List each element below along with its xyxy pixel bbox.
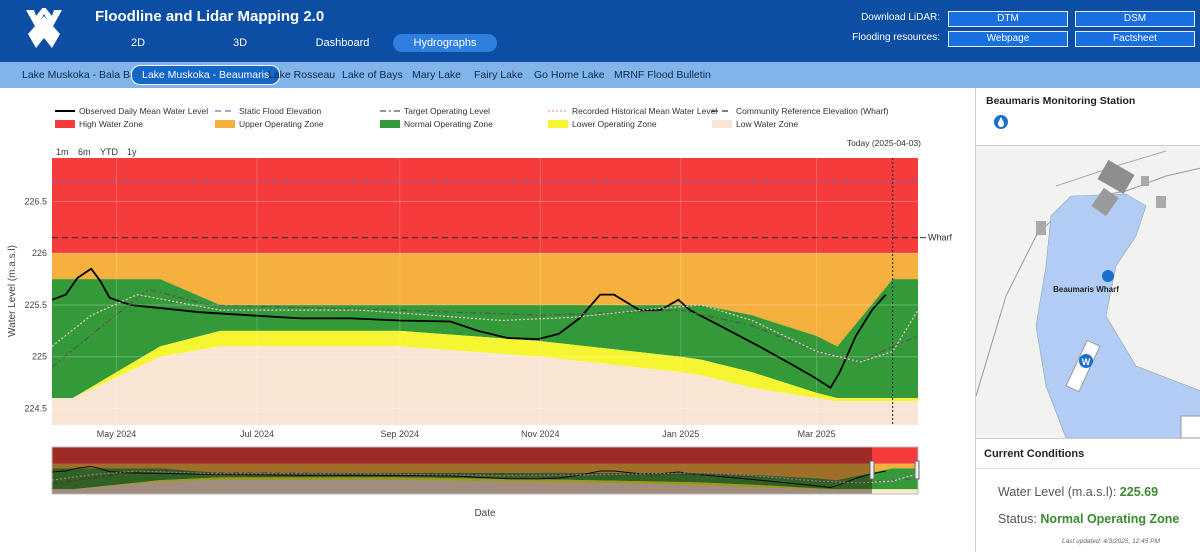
slider-handle[interactable] xyxy=(914,460,920,480)
x-tick-label: Jan 2025 xyxy=(662,429,699,439)
legend-label: Low Water Zone xyxy=(736,119,798,129)
range-button[interactable]: 1m xyxy=(56,147,69,157)
legend-label: Recorded Historical Mean Water Level xyxy=(572,106,717,116)
legend-swatch xyxy=(55,120,75,128)
y-axis-title: Water Level (m.a.s.l) xyxy=(7,245,18,337)
nav-tab[interactable]: Hydrographs xyxy=(393,34,497,52)
drop-icon xyxy=(994,115,1008,129)
series-line xyxy=(52,293,918,363)
header-button[interactable]: Webpage xyxy=(948,31,1068,47)
nav-tab[interactable]: 2D xyxy=(130,37,146,49)
range-button[interactable]: 1y xyxy=(127,147,137,157)
mini-zone xyxy=(52,447,918,464)
panel-title: Beaumaris Monitoring Station xyxy=(986,95,1136,107)
x-tick-label: Nov 2024 xyxy=(521,429,560,439)
mini-zone xyxy=(52,477,918,490)
map-control[interactable] xyxy=(1180,415,1200,438)
legend-swatch xyxy=(380,120,400,128)
lake-tab[interactable]: Mary Lake xyxy=(412,69,462,81)
wharf-marker: W xyxy=(1082,357,1091,367)
legend-label: Normal Operating Zone xyxy=(404,119,493,129)
x-tick-label: May 2024 xyxy=(97,429,137,439)
slider-handle[interactable] xyxy=(869,460,875,480)
legend-label: Lower Operating Zone xyxy=(572,119,657,129)
range-button[interactable]: YTD xyxy=(100,147,119,157)
y-tick-label: 226 xyxy=(32,248,47,258)
x-tick-label: Sep 2024 xyxy=(381,429,420,439)
y-tick-label: 225 xyxy=(32,352,47,362)
legend-swatch xyxy=(215,120,235,128)
status: Status: Normal Operating Zone xyxy=(998,512,1179,526)
download-label: Download LiDAR: xyxy=(861,12,940,23)
legend-swatch xyxy=(548,120,568,128)
legend-label: Upper Operating Zone xyxy=(239,119,324,129)
level-label: Wharf xyxy=(928,233,953,243)
conditions-title: Current Conditions xyxy=(984,448,1085,460)
mini-line xyxy=(52,470,918,484)
x-axis-title: Date xyxy=(474,508,496,519)
zone-area xyxy=(52,330,918,402)
legend-swatch xyxy=(712,120,732,128)
header: Floodline and Lidar Mapping 2.0 2D 3D Dash… xyxy=(0,0,1200,62)
chart: Observed Daily Mean Water Level Static Fl… xyxy=(7,106,953,519)
zone-area xyxy=(52,253,918,347)
resources-label: Flooding resources: xyxy=(852,32,940,43)
header-button[interactable]: DSM xyxy=(1075,11,1195,27)
status-value: Normal Operating Zone xyxy=(1040,512,1180,526)
mini-zone xyxy=(52,480,918,494)
lake-tab[interactable]: MRNF Flood Bulletin xyxy=(614,69,711,81)
nav-tab[interactable]: 3D xyxy=(232,37,248,49)
legend-label: Target Operating Level xyxy=(404,106,490,116)
lake-tab[interactable]: Lake Muskoka - Bala Bay xyxy=(22,69,142,81)
header-button[interactable]: DTM xyxy=(948,11,1068,27)
legend-label: Community Reference Elevation (Wharf) xyxy=(736,106,889,116)
zone-area xyxy=(52,279,918,399)
lake-tabs: Lake Muskoka - Bala Bay Lake Muskoka - Be… xyxy=(0,62,1200,88)
today-label: Today (2025-04-03) xyxy=(847,138,921,148)
app-title: Floodline and Lidar Mapping 2.0 xyxy=(95,8,325,25)
map: W Beaumaris Wharf xyxy=(976,145,1200,439)
lake-tab[interactable]: Lake of Bays xyxy=(342,69,403,81)
water-level-label: Water Level (m.a.s.l): xyxy=(998,485,1117,499)
x-tick-label: Jul 2024 xyxy=(240,429,274,439)
mini-zone xyxy=(52,463,918,481)
lake-tab[interactable]: Go Home Lake xyxy=(534,69,605,81)
lake-tab[interactable]: Fairy Lake xyxy=(474,69,524,81)
header-button[interactable]: Factsheet xyxy=(1075,31,1195,47)
lake-tab[interactable]: Lake Muskoka - Beaumaris xyxy=(131,65,281,85)
zone-area xyxy=(52,346,918,425)
y-tick-label: 225.5 xyxy=(24,300,47,310)
range-slider xyxy=(52,447,918,494)
y-tick-label: 226.5 xyxy=(24,196,47,206)
map-label: Beaumaris Wharf xyxy=(1053,285,1119,294)
legend-label: Observed Daily Mean Water Level xyxy=(79,106,208,116)
x-tick-label: Mar 2025 xyxy=(798,429,836,439)
water-level-value: 225.69 xyxy=(1119,485,1159,499)
logo xyxy=(26,8,62,48)
range-button[interactable]: 6m xyxy=(78,147,91,157)
zone-area xyxy=(52,158,918,254)
station-panel: Beaumaris Monitoring Station W Beaumaris… xyxy=(975,88,1200,552)
last-updated: Last updated: 4/3/2025, 12:45 PM xyxy=(1062,538,1160,545)
series-line xyxy=(52,267,887,390)
water-level: Water Level (m.a.s.l): 225.69 xyxy=(998,485,1158,499)
nav-tab[interactable]: Dashboard xyxy=(315,37,370,49)
conditions: Current Conditions Water Level (m.a.s.l)… xyxy=(976,440,1200,552)
lake-tab[interactable]: Lake Rosseau xyxy=(268,69,336,81)
legend-label: Static Flood Elevation xyxy=(239,106,321,116)
plot xyxy=(52,158,918,425)
legend-label: High Water Zone xyxy=(79,119,143,129)
status-label: Status: xyxy=(998,512,1037,526)
y-tick-label: 224.5 xyxy=(24,403,47,413)
slider-shade xyxy=(52,447,872,494)
